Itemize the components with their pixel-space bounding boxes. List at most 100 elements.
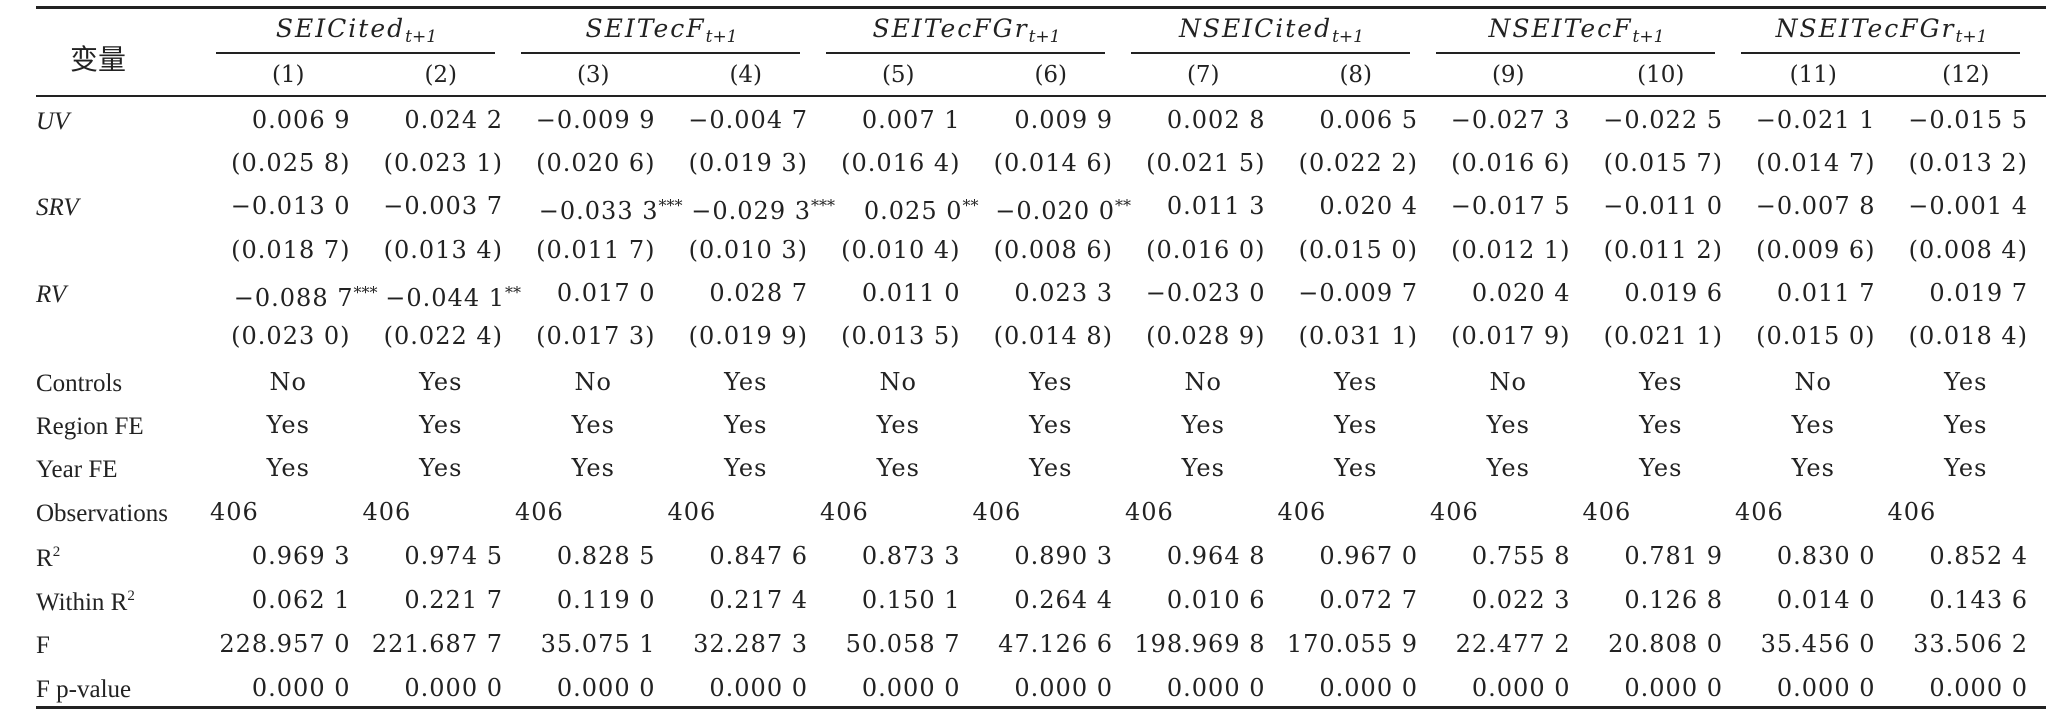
cell-value: 0.000 0 <box>1319 674 1418 702</box>
cell-value: (0.021 5) <box>1146 149 1266 177</box>
table-cell: 0.852 4 <box>1870 544 2029 568</box>
cell-value: −0.013 0 <box>230 192 351 220</box>
group-header-subscript: t+1 <box>1028 27 1061 47</box>
cell-value: 0.020 4 <box>1319 192 1418 220</box>
cell-value: 20.808 0 <box>1608 630 1723 658</box>
table-cell: Yes <box>670 413 823 437</box>
cell-value: (0.016 0) <box>1146 236 1266 264</box>
table-cell: 0.020 4 <box>1412 281 1571 305</box>
table-cell: (0.012 1) <box>1412 238 1571 262</box>
table-cell: Yes <box>1890 370 2043 394</box>
row-label-superscript: 2 <box>127 588 135 604</box>
cell-value: (0.013 4) <box>383 236 503 264</box>
table-cell: No <box>212 370 365 394</box>
table-cell: 0.217 4 <box>650 588 809 612</box>
table-cell: 0.126 8 <box>1565 588 1724 612</box>
table-cell: 0.000 0 <box>1717 676 1876 700</box>
table-cell: −0.044 1** <box>345 281 521 310</box>
table-cell: 0.969 3 <box>192 544 351 568</box>
cell-value: −0.004 7 <box>688 106 808 134</box>
significance-stars: *** <box>811 196 835 215</box>
row-label: Observations <box>36 500 168 528</box>
table-cell: Yes <box>1890 456 2043 480</box>
cell-value: 228.957 0 <box>219 630 351 658</box>
table-cell: −0.013 0 <box>192 194 351 218</box>
table-cell: Yes <box>1280 413 1433 437</box>
table-cell: Yes <box>212 456 365 480</box>
column-number: (9) <box>1491 62 1525 88</box>
table-cell: (0.010 4) <box>802 238 961 262</box>
cell-value: 47.126 6 <box>998 630 1113 658</box>
cell-value: 0.969 3 <box>251 542 351 570</box>
table-cell: 0.119 0 <box>497 588 656 612</box>
table-cell: 20.808 0 <box>1565 632 1724 656</box>
row-label: RV <box>36 281 66 309</box>
cell-value: (0.014 6) <box>993 149 1113 177</box>
cell-value: 0.755 8 <box>1471 542 1571 570</box>
cell-value: Yes <box>1791 411 1835 439</box>
cell-value: 406 <box>820 498 869 526</box>
group-header-base: NSEICited <box>1178 14 1333 43</box>
cell-value: 0.781 9 <box>1624 542 1723 570</box>
cell-value: (0.031 1) <box>1298 322 1418 350</box>
table-cell: (0.023 0) <box>192 324 351 348</box>
cell-value: −0.088 7 <box>233 284 354 312</box>
cell-value: (0.022 4) <box>383 322 503 350</box>
cell-value: 0.000 0 <box>1471 674 1571 702</box>
cell-value: (0.022 2) <box>1298 149 1418 177</box>
cell-value: 406 <box>1430 498 1479 526</box>
table-cell: Yes <box>1585 413 1738 437</box>
cell-value: 0.072 7 <box>1319 586 1418 614</box>
table-cell: 406 <box>363 500 516 524</box>
group-header-base: SEICited <box>275 14 406 43</box>
table-cell: 35.456 0 <box>1717 632 1876 656</box>
group-header-base: NSEITecF <box>1488 14 1633 43</box>
cell-value: (0.019 3) <box>688 149 808 177</box>
cell-value: 0.014 0 <box>1776 586 1876 614</box>
cell-value: −0.015 5 <box>1908 106 2028 134</box>
group-header: SEICitedt+1 <box>212 14 501 47</box>
cell-value: No <box>1489 368 1527 396</box>
table-cell: 0.011 0 <box>802 281 961 305</box>
cell-value: 0.828 5 <box>556 542 656 570</box>
group-header: NSEITecFGrt+1 <box>1737 14 2026 47</box>
table-cell: −0.033 3*** <box>497 194 683 223</box>
cell-value: 0.221 7 <box>404 586 503 614</box>
table-cell: −0.015 5 <box>1870 108 2029 132</box>
cell-value: 0.000 0 <box>1166 674 1266 702</box>
cell-value: Yes <box>419 454 463 482</box>
cell-value: −0.029 3 <box>691 197 811 225</box>
cell-value: No <box>1184 368 1222 396</box>
cell-value: No <box>269 368 307 396</box>
cell-value: −0.001 4 <box>1908 192 2028 220</box>
table-cell: −0.009 7 <box>1260 281 1419 305</box>
significance-stars: *** <box>658 196 683 215</box>
table-cell: Yes <box>517 413 670 437</box>
cell-value: Yes <box>1639 368 1683 396</box>
table-cell: (0.016 0) <box>1107 238 1266 262</box>
cell-value: −0.009 9 <box>535 106 656 134</box>
table-cell: 0.025 0** <box>802 194 979 223</box>
cell-value: 0.002 8 <box>1166 106 1266 134</box>
cell-value: (0.018 7) <box>231 236 351 264</box>
row-label-text: Region FE <box>36 413 144 440</box>
cell-value: 221.687 7 <box>371 630 503 658</box>
table-cell: Yes <box>1890 413 2043 437</box>
table-cell: −0.088 7*** <box>192 281 378 310</box>
cell-value: 0.000 0 <box>251 674 351 702</box>
cell-value: 0.847 6 <box>709 542 808 570</box>
table-cell: 0.010 6 <box>1107 588 1266 612</box>
table-cell: 406 <box>1125 500 1278 524</box>
table-cell: (0.014 7) <box>1717 151 1876 175</box>
cell-value: (0.025 8) <box>231 149 351 177</box>
table-cell: (0.021 5) <box>1107 151 1266 175</box>
table-cell: No <box>1737 370 1890 394</box>
table-cell: 0.007 1 <box>802 108 961 132</box>
cell-value: 0.150 1 <box>861 586 961 614</box>
cell-value: −0.007 8 <box>1755 192 1876 220</box>
table-cell: Yes <box>975 370 1128 394</box>
cell-value: 50.058 7 <box>845 630 961 658</box>
table-cell: 0.781 9 <box>1565 544 1724 568</box>
table-cell: 0.967 0 <box>1260 544 1419 568</box>
table-cell: No <box>1127 370 1280 394</box>
